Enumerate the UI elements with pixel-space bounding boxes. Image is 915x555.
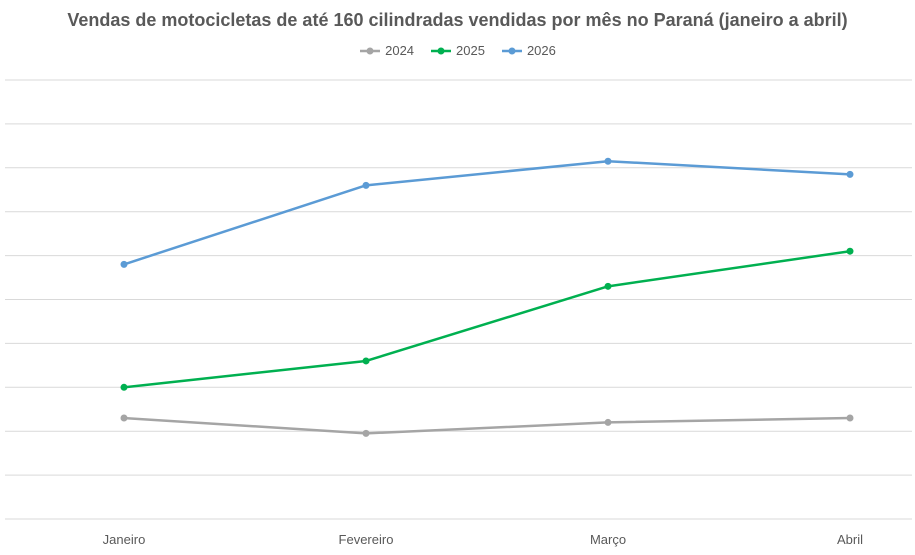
series-line <box>123 416 851 435</box>
legend-label: 2026 <box>526 43 556 58</box>
data-point <box>362 357 370 365</box>
gridlines <box>5 79 912 520</box>
data-point <box>120 414 128 422</box>
data-point <box>604 157 612 165</box>
chart-title: Vendas de motocicletas de até 160 cilind… <box>67 10 848 30</box>
series-line <box>123 249 851 389</box>
series-2026 <box>120 157 854 268</box>
legend-item: 2024 <box>359 43 414 58</box>
legend-swatch <box>501 47 522 54</box>
legend-item: 2025 <box>430 43 485 58</box>
legend-swatch <box>431 47 452 54</box>
legend-item: 2026 <box>501 43 556 58</box>
data-point <box>604 282 612 290</box>
series-line <box>123 159 851 266</box>
data-point <box>846 247 854 255</box>
legend-swatch <box>360 47 381 54</box>
x-tick-label: Janeiro <box>103 532 146 547</box>
series-2024 <box>120 414 854 437</box>
data-point <box>604 418 612 426</box>
chart-legend: 2024 2025 2026 <box>0 43 915 58</box>
legend-label: 2025 <box>456 43 485 58</box>
data-point <box>846 414 854 422</box>
x-tick-label: Abril <box>837 532 863 547</box>
x-tick-label: Março <box>590 532 626 547</box>
legend-label: 2024 <box>385 43 415 58</box>
x-axis-ticks: Janeiro Fevereiro Março Abril <box>103 532 863 547</box>
data-point <box>362 181 370 189</box>
series-2025 <box>120 247 854 391</box>
data-point <box>120 383 128 391</box>
data-point <box>362 429 370 437</box>
x-tick-label: Fevereiro <box>339 532 394 547</box>
data-point <box>846 170 854 178</box>
data-point <box>120 260 128 268</box>
series-lines <box>120 157 854 437</box>
